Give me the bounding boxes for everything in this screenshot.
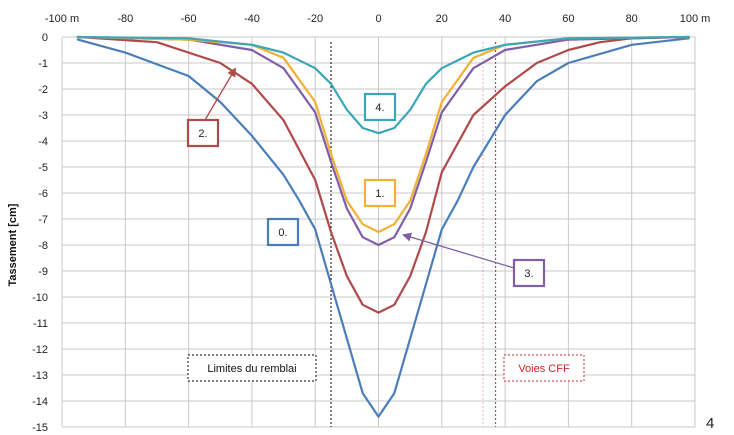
y-tick-label: -4 [38, 136, 48, 148]
y-tick-label: -15 [32, 422, 48, 434]
cff-label-box [503, 354, 585, 382]
x-tick-label: -100 m [45, 13, 79, 25]
series-line-2 [76, 35, 690, 314]
x-tick-label: -20 [307, 13, 323, 25]
series-line-3 [76, 35, 690, 247]
series-label-4: 4. [375, 102, 384, 114]
cff-label: Voies CFF [518, 363, 570, 375]
y-tick-label: -2 [38, 84, 48, 96]
y-tick-label: -8 [38, 240, 48, 252]
y-tick-label: -3 [38, 110, 48, 122]
remblai-label-box [187, 354, 317, 382]
series-label-box-1 [363, 178, 397, 208]
remblai-label: Limites du remblai [207, 363, 296, 375]
y-tick-label: -1 [38, 58, 48, 70]
series-labels: 0. 1. 2. 3. 4. [186, 67, 546, 288]
series-label-box-0 [266, 217, 300, 247]
y-tick-label: -11 [33, 318, 48, 330]
x-tick-label: 60 [562, 13, 574, 25]
axis-ticks: -100 m -80 -60 -40 -20 0 20 40 60 80 100 m 0 -1 -2 -3 -… [32, 13, 710, 434]
y-tick-label: -14 [32, 396, 48, 408]
x-tick-label: 100 m [680, 13, 711, 25]
y-tick-label: -6 [38, 188, 48, 200]
series-label-2: 2. [198, 128, 207, 140]
series-label-box-4 [363, 92, 397, 122]
y-tick-label: -9 [38, 266, 48, 278]
page-number: 4 [706, 415, 714, 432]
y-tick-label: -12 [32, 344, 48, 356]
x-tick-label: 20 [436, 13, 448, 25]
x-tick-label: 80 [626, 13, 638, 25]
series-label-box-3 [512, 258, 546, 288]
series [76, 35, 690, 418]
x-tick-label: -80 [117, 13, 133, 25]
arrow-2 [204, 67, 236, 121]
x-tick-label: -40 [244, 13, 260, 25]
x-tick-label: 0 [375, 13, 381, 25]
series-label-box-2 [186, 118, 220, 148]
x-tick-label: 40 [499, 13, 511, 25]
y-tick-label: -5 [38, 162, 48, 174]
y-tick-label: -10 [32, 292, 48, 304]
series-label-1: 1. [375, 188, 384, 200]
y-tick-label: -7 [38, 214, 48, 226]
y-axis-label: Tassement [cm] [7, 203, 19, 286]
x-tick-label: -60 [181, 13, 197, 25]
series-label-3: 3. [524, 268, 533, 280]
series-line-0 [76, 37, 690, 418]
series-label-0: 0. [278, 227, 287, 239]
zones: Limites du remblai Voies CFF [187, 42, 585, 427]
y-tick-label: -13 [32, 370, 48, 382]
series-line-4 [76, 35, 690, 135]
series-line-1 [76, 35, 690, 234]
y-tick-label: 0 [42, 32, 48, 44]
arrow-3 [402, 232, 515, 269]
